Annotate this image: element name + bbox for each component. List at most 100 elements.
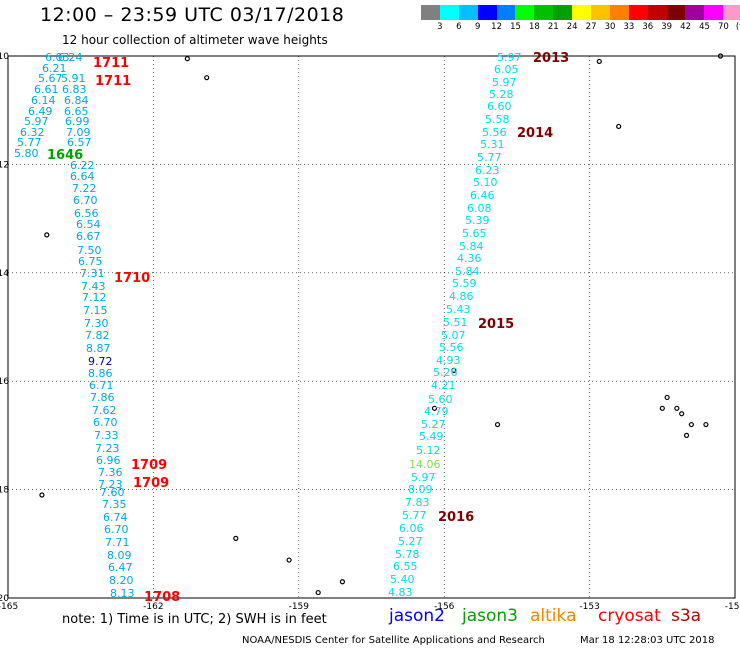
time-label: 1709	[131, 458, 167, 473]
swh-value-right: 5.77	[477, 151, 502, 164]
swh-value-left: 6.70	[73, 194, 98, 207]
island	[674, 405, 680, 411]
swh-value-left: 6.61	[34, 83, 59, 96]
scale-label: 36	[642, 22, 654, 32]
swh-value-right: 5.65	[462, 227, 487, 240]
lon-label: -153	[579, 602, 599, 612]
swh-value-right: 6.55	[393, 560, 418, 573]
scale-swatch	[421, 5, 440, 20]
footer-timestamp: Mar 18 12:28:03 UTC 2018	[580, 635, 715, 646]
wave-height-color-scale	[421, 5, 740, 20]
swh-value-right: 4.83	[388, 586, 413, 599]
scale-label: 45	[699, 22, 710, 32]
swh-value-right: 7.83	[405, 496, 430, 509]
swh-value-left: 6.24	[58, 51, 83, 64]
swh-value-left: 6.65	[64, 105, 89, 118]
swh-value-right: 5.26	[433, 366, 458, 379]
time-label: 2016	[438, 510, 474, 525]
lat-label: -12	[0, 160, 9, 170]
swh-value-right: 5.27	[421, 418, 446, 431]
island	[339, 579, 346, 585]
island	[659, 405, 665, 411]
swh-value-left: 6.71	[89, 379, 114, 392]
swh-value-right: 5.39	[465, 214, 490, 227]
swh-value-left: 6.47	[108, 561, 133, 574]
swh-value-right: 5.28	[489, 88, 514, 101]
swh-value-left: 7.30	[84, 317, 109, 330]
swh-value-left: 7.35	[102, 498, 127, 511]
island	[616, 123, 622, 130]
swh-value-left: 6.22	[70, 159, 95, 172]
swh-value-left: 8.87	[86, 342, 111, 355]
swh-value-right: 5.56	[439, 341, 464, 354]
scale-label: 12	[491, 22, 503, 32]
scale-swatch	[439, 5, 459, 20]
swh-value-right: 5.56	[482, 126, 507, 139]
swh-value-right: 4.86	[449, 290, 474, 303]
island	[286, 557, 292, 563]
scale-swatch	[591, 5, 610, 20]
swh-value-left: 8.13	[110, 587, 135, 600]
swh-value-left: 7.33	[94, 429, 119, 442]
scale-swatch	[553, 5, 573, 20]
scale-label: 15	[510, 22, 521, 32]
island	[703, 421, 709, 428]
mission-jason2: jason2	[389, 606, 445, 626]
swh-value-left: 5.67	[38, 72, 63, 85]
scale-swatch	[534, 5, 554, 20]
swh-value-left: 6.64	[70, 170, 95, 183]
island	[688, 421, 694, 428]
swh-value-left: 6.83	[62, 83, 87, 96]
swh-value-left: 6.70	[93, 416, 118, 429]
swh-value-left: 7.36	[98, 466, 123, 479]
swh-value-right: 5.10	[473, 176, 498, 189]
swh-value-right: 6.05	[494, 63, 519, 76]
scale-label: (ft)	[735, 22, 740, 32]
swh-value-right: 5.60	[428, 393, 453, 406]
swh-value-right: 5.97	[492, 76, 517, 89]
scale-label: 42	[680, 22, 692, 32]
scale-label: 70	[717, 22, 729, 32]
swh-value-right: 5.12	[416, 444, 441, 457]
map-frame	[7, 55, 736, 599]
swh-value-left: 6.21	[42, 62, 67, 75]
mission-altika: altika	[530, 606, 577, 626]
scale-swatch	[572, 5, 592, 20]
island	[717, 53, 724, 59]
swh-value-left: 6.70	[104, 523, 129, 536]
island	[596, 58, 602, 65]
island	[44, 232, 50, 238]
island	[494, 421, 501, 428]
time-label: 1708	[144, 590, 180, 605]
time-label: 1709	[133, 476, 169, 491]
lat-label: -16	[0, 377, 9, 387]
swh-value-left: 6.14	[31, 94, 56, 107]
mission-cryosat: cryosat	[598, 606, 661, 626]
lon-label: -162	[143, 602, 163, 612]
scale-swatch	[704, 5, 724, 20]
time-label: 2015	[478, 317, 514, 332]
axis-labels: -165 -162 -159 -156 -153 -150 -10 -12 -14 -16 -18 -…	[0, 52, 740, 612]
scale-label: 24	[566, 22, 578, 32]
swh-value-left: 7.23	[98, 478, 123, 491]
scale-swatch	[496, 5, 516, 20]
swh-value-left: 7.15	[83, 304, 108, 317]
lat-label: -14	[0, 269, 9, 279]
swh-value-left: 7.43	[81, 280, 106, 293]
swh-value-right: 5.97	[411, 471, 436, 484]
lon-label: -156	[434, 602, 455, 612]
swh-value-right: 14.06	[409, 458, 441, 471]
swh-value-left: 6.75	[78, 255, 103, 268]
swh-value-right: 5.27	[398, 535, 423, 548]
swh-value-right: 5.84	[455, 265, 480, 278]
scale-label: 21	[547, 22, 559, 32]
scale-swatch	[515, 5, 535, 20]
swh-value-left: 8.86	[88, 367, 113, 380]
swh-value-left: 6.03	[45, 51, 70, 64]
lon-label: -165	[0, 602, 18, 612]
swh-value-right: 5.51	[443, 316, 468, 329]
swh-value-right: 5.58	[485, 113, 510, 126]
footer-credit: NOAA/NESDIS Center for Satellite Applica…	[242, 635, 545, 646]
time-label: 2013	[533, 51, 569, 66]
